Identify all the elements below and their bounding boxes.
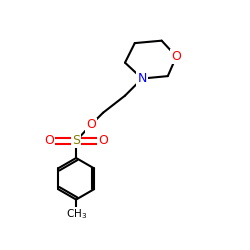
Text: O: O	[172, 50, 181, 63]
Text: CH$_3$: CH$_3$	[66, 207, 87, 221]
Text: O: O	[98, 134, 108, 147]
Text: O: O	[86, 118, 96, 132]
Text: S: S	[72, 134, 80, 147]
Text: N: N	[138, 72, 147, 85]
Text: O: O	[44, 134, 54, 147]
